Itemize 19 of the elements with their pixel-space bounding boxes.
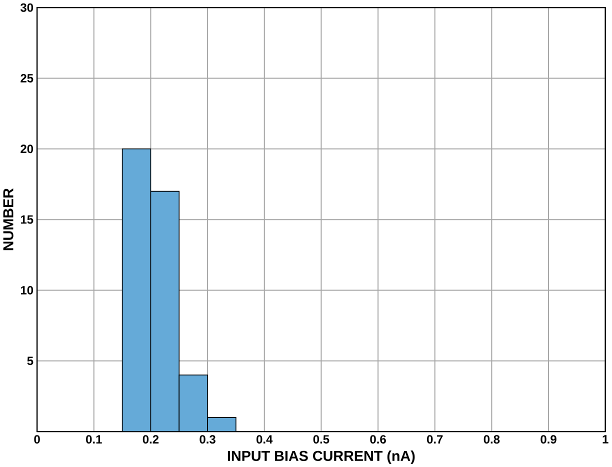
x-tick-label: 0 bbox=[34, 435, 40, 444]
x-tick-label: 0.1 bbox=[86, 435, 102, 444]
x-tick-label: 0.4 bbox=[256, 435, 273, 444]
y-tick-label: 10 bbox=[20, 286, 34, 294]
y-tick-label: 25 bbox=[20, 74, 34, 82]
x-tick-label: 0.2 bbox=[142, 435, 159, 444]
y-axis-title: NUMBER bbox=[3, 188, 14, 250]
y-tick-label: 30 bbox=[20, 3, 34, 12]
x-tick-label: 1 bbox=[602, 435, 608, 444]
y-tick-label: 15 bbox=[20, 215, 34, 224]
x-tick-label: 0.7 bbox=[427, 435, 443, 444]
x-tick-label: 0.6 bbox=[370, 435, 386, 444]
x-tick-label: 0.3 bbox=[200, 435, 216, 444]
x-axis-title: INPUT BIAS CURRENT (nA) bbox=[228, 450, 415, 464]
x-tick-label: 0.8 bbox=[484, 435, 500, 444]
x-tick-label: 0.9 bbox=[540, 435, 556, 444]
y-tick-label: 20 bbox=[20, 144, 34, 154]
y-tick-label: 5 bbox=[27, 356, 34, 365]
x-tick-label: 0.5 bbox=[313, 435, 330, 444]
